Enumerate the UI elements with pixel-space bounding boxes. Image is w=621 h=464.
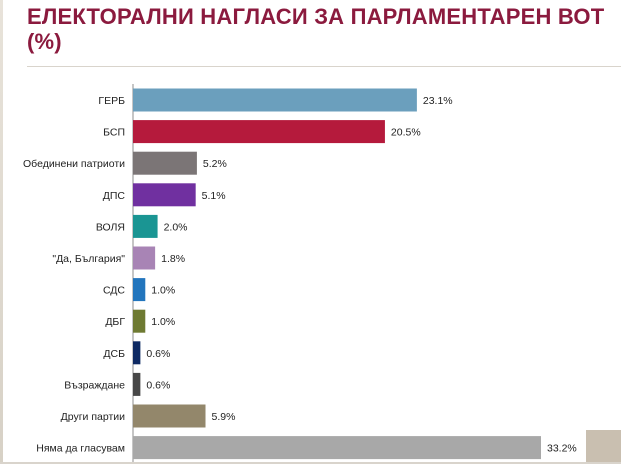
corner-decoration — [586, 430, 621, 464]
value-label-7: 1.0% — [151, 316, 175, 328]
category-label-7: ДБГ — [105, 316, 125, 328]
category-label-3: ДПС — [103, 190, 126, 202]
title-divider — [27, 66, 621, 67]
value-label-6: 1.0% — [151, 285, 175, 297]
value-label-8: 0.6% — [146, 348, 170, 360]
bar-0 — [133, 88, 417, 112]
bar-6 — [133, 278, 146, 302]
category-label-5: "Да, България" — [52, 253, 125, 265]
category-label-2: Обединени патриоти — [23, 158, 125, 170]
bar-8 — [133, 341, 141, 365]
value-label-1: 20.5% — [391, 127, 421, 139]
bar-1 — [133, 120, 385, 144]
bar-5 — [133, 246, 156, 270]
category-label-1: БСП — [103, 127, 125, 139]
category-label-9: Възраждане — [64, 379, 125, 391]
left-edge-strip — [0, 0, 3, 464]
bottom-divider — [0, 462, 621, 464]
category-label-6: СДС — [103, 285, 125, 297]
chart-title: ЕЛЕКТОРАЛНИ НАГЛАСИ ЗА ПАРЛАМЕНТАРЕН ВОТ… — [27, 4, 605, 54]
bar-3 — [133, 183, 196, 207]
value-label-9: 0.6% — [146, 379, 170, 391]
category-label-8: ДСБ — [103, 348, 125, 360]
category-label-10: Други партии — [61, 411, 126, 423]
value-label-10: 5.9% — [212, 411, 236, 423]
value-label-0: 23.1% — [423, 95, 453, 107]
category-label-4: ВОЛЯ — [96, 221, 125, 233]
bar-9 — [133, 372, 141, 396]
category-label-0: ГЕРБ — [98, 95, 125, 107]
value-label-3: 5.1% — [202, 190, 226, 202]
value-label-11: 33.2% — [547, 443, 577, 455]
category-label-11: Няма да гласувам — [36, 443, 125, 455]
bar-2 — [133, 151, 197, 175]
bar-10 — [133, 404, 206, 428]
value-label-2: 5.2% — [203, 158, 227, 170]
value-label-4: 2.0% — [164, 221, 188, 233]
value-label-5: 1.8% — [161, 253, 185, 265]
bar-7 — [133, 309, 146, 333]
bar-11 — [133, 436, 541, 460]
bar-4 — [133, 214, 158, 238]
